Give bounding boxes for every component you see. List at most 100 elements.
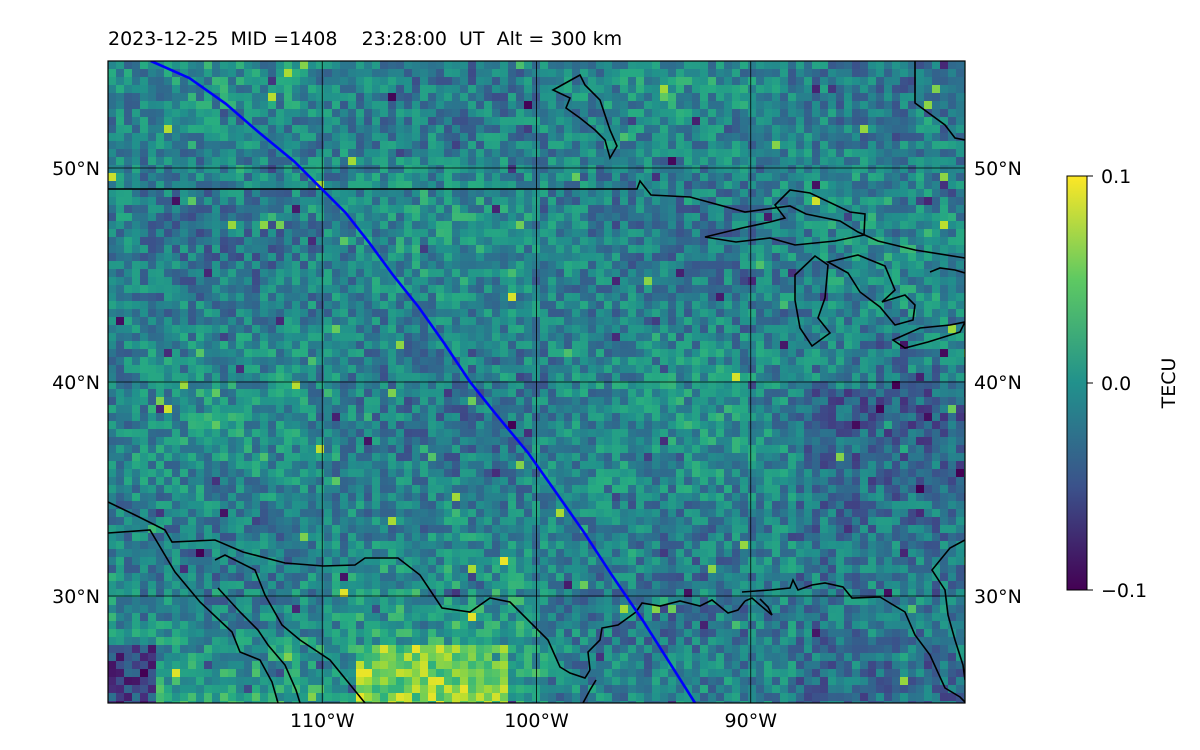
field-cell [636, 221, 645, 230]
field-cell [252, 349, 261, 358]
field-cell [108, 245, 117, 254]
field-cell [244, 277, 253, 286]
field-cell [260, 421, 269, 430]
field-cell [364, 165, 373, 174]
field-cell [932, 149, 941, 158]
field-cell [756, 197, 765, 206]
field-cell [836, 317, 845, 326]
field-cell [844, 301, 853, 310]
field-cell [596, 213, 605, 222]
field-cell [172, 405, 181, 414]
field-cell [292, 101, 301, 110]
field-cell [244, 189, 253, 198]
field-cell [700, 173, 709, 182]
field-cell [644, 405, 653, 414]
field-cell [380, 85, 389, 94]
field-cell [628, 173, 637, 182]
field-cell [412, 229, 421, 238]
field-cell [940, 285, 949, 294]
field-cell [548, 405, 557, 414]
field-cell [788, 157, 797, 166]
field-cell [548, 413, 557, 422]
field-cell [404, 165, 413, 174]
field-cell [580, 165, 589, 174]
field-cell [436, 133, 445, 142]
field-cell [252, 189, 261, 198]
field-cell [172, 245, 181, 254]
field-cell [916, 245, 925, 254]
field-cell [692, 413, 701, 422]
field-cell [724, 309, 733, 318]
field-cell [580, 109, 589, 118]
field-cell [500, 301, 509, 310]
field-cell [236, 165, 245, 174]
field-cell [932, 77, 941, 86]
field-cell [212, 421, 221, 430]
field-cell [124, 365, 133, 374]
field-cell [804, 221, 813, 230]
field-cell [452, 269, 461, 278]
field-cell [372, 157, 381, 166]
field-cell [348, 165, 357, 174]
field-cell [684, 285, 693, 294]
field-cell [108, 261, 117, 270]
field-cell [844, 389, 853, 398]
field-cell [596, 261, 605, 270]
field-cell [652, 85, 661, 94]
field-cell [180, 277, 189, 286]
field-cell [156, 381, 165, 390]
field-cell [644, 325, 653, 334]
field-cell [516, 269, 525, 278]
field-cell [612, 93, 621, 102]
field-cell [212, 133, 221, 142]
field-cell [268, 341, 277, 350]
field-cell [652, 373, 661, 382]
field-cell [636, 365, 645, 374]
field-cell [396, 325, 405, 334]
field-cell [420, 181, 429, 190]
field-cell [244, 397, 253, 406]
field-cell [428, 261, 437, 270]
field-cell [492, 341, 501, 350]
field-cell [908, 157, 917, 166]
field-cell [716, 181, 725, 190]
field-cell [124, 181, 133, 190]
field-cell [244, 77, 253, 86]
field-cell [332, 405, 341, 414]
field-cell [428, 181, 437, 190]
field-cell [116, 373, 125, 382]
field-cell [836, 69, 845, 78]
field-cell [924, 237, 933, 246]
field-cell [684, 341, 693, 350]
field-cell [508, 349, 517, 358]
field-cell [396, 85, 405, 94]
field-cell [468, 221, 477, 230]
field-cell [620, 317, 629, 326]
field-cell [772, 413, 781, 422]
field-cell [500, 117, 509, 126]
field-cell [684, 165, 693, 174]
field-cell [332, 213, 341, 222]
field-cell [492, 93, 501, 102]
field-cell [884, 101, 893, 110]
field-cell [372, 325, 381, 334]
field-cell [316, 173, 325, 182]
field-cell [884, 77, 893, 86]
field-cell [204, 77, 213, 86]
field-cell [796, 125, 805, 134]
field-cell [132, 69, 141, 78]
field-cell [764, 261, 773, 270]
field-cell [388, 341, 397, 350]
field-cell [468, 149, 477, 158]
field-cell [844, 205, 853, 214]
field-cell [948, 109, 957, 118]
field-cell [420, 157, 429, 166]
field-cell [564, 181, 573, 190]
field-cell [412, 373, 421, 382]
field-cell [668, 181, 677, 190]
field-cell [676, 149, 685, 158]
field-cell [324, 93, 333, 102]
field-cell [684, 125, 693, 134]
field-cell [852, 205, 861, 214]
field-cell [244, 429, 253, 438]
